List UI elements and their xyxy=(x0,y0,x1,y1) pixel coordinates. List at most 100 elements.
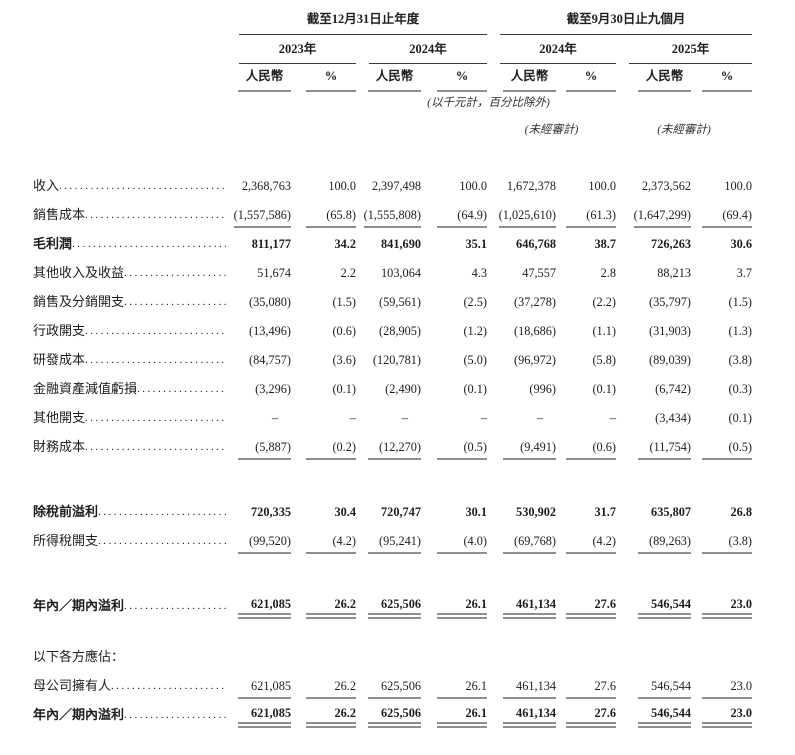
row-label: 研發成本 xyxy=(33,352,86,367)
value-cell: (0.6) xyxy=(332,324,356,338)
value-cell: 3.7 xyxy=(736,266,753,280)
dot-leader xyxy=(85,325,226,337)
value-cell: 47,557 xyxy=(522,266,557,280)
col-header-rmb: 人民幣 xyxy=(238,65,291,92)
row-revenue: 收入 2,368,763 100.0 2,397,498 100.0 1,672… xyxy=(33,170,752,199)
value-cell: 625,506 xyxy=(368,597,421,615)
value-cell: 720,747 xyxy=(381,505,421,519)
row-cost-of-sales: 銷售成本 (1,557,586) (65.8) (1,555,808) (64.… xyxy=(33,199,753,228)
year-header-2023: 2023年 xyxy=(239,38,356,64)
value-cell: (1.2) xyxy=(463,324,488,338)
unaudited-note-row: (未經審計) (未經審計) xyxy=(33,114,752,141)
value-cell: 646,768 xyxy=(516,237,557,251)
units-note: (以千元計，百分比除外) xyxy=(427,97,550,109)
value-cell: 621,085 xyxy=(238,597,291,615)
value-cell: 2,397,498 xyxy=(371,179,421,193)
value-cell: 100.0 xyxy=(328,179,356,193)
value-cell: 27.6 xyxy=(566,597,617,615)
dot-leader xyxy=(98,535,226,547)
value-cell: 26.1 xyxy=(437,597,488,615)
dot-leader xyxy=(85,209,226,221)
value-cell: (12,270) xyxy=(378,440,421,454)
row-selling-distribution-expenses: 銷售及分銷開支 (35,080) (1.5) (59,561) (2.5) (3… xyxy=(33,286,752,315)
value-cell: (4.2) xyxy=(332,534,356,548)
value-cell: 4.3 xyxy=(471,266,488,280)
value-cell: 625,506 xyxy=(381,679,421,693)
value-cell: (0.1) xyxy=(592,382,617,396)
value-cell: 23.0 xyxy=(730,679,753,693)
unaudited-note: (未經審計) xyxy=(657,124,711,136)
value-cell: 621,085 xyxy=(251,679,291,693)
value-cell: (69,768) xyxy=(514,534,557,548)
row-label: 所得稅開支 xyxy=(33,533,99,548)
value-cell: (0.5) xyxy=(463,440,488,454)
value-cell: 100.0 xyxy=(724,179,753,193)
value-cell: (84,757) xyxy=(248,353,291,367)
value-cell: (1,647,299) xyxy=(633,208,692,222)
value-cell: (120,781) xyxy=(372,353,421,367)
dot-leader xyxy=(124,267,226,279)
value-cell: (28,905) xyxy=(378,324,421,338)
value-cell: 530,902 xyxy=(516,505,557,519)
value-cell: (59,561) xyxy=(378,295,421,309)
row-owners-of-parent: 母公司擁有人 621,085 26.2 625,506 26.1 461,134… xyxy=(33,670,753,699)
row-label: 毛利潤 xyxy=(33,236,73,251)
value-cell: 23.0 xyxy=(702,597,753,615)
value-cell: (0.1) xyxy=(463,382,488,396)
row-rd-costs: 研發成本 (84,757) (3.6) (120,781) (5.0) (96,… xyxy=(33,344,752,373)
value-cell: (9,491) xyxy=(520,440,557,454)
value-cell: – xyxy=(536,411,544,425)
value-cell: 51,674 xyxy=(257,266,291,280)
value-cell: – xyxy=(271,411,278,425)
value-cell: 26.1 xyxy=(437,706,488,724)
value-cell: (65.8) xyxy=(326,208,356,222)
dot-leader xyxy=(85,354,226,366)
row-attributable-to-label: 以下各方應佔： xyxy=(33,640,752,670)
value-cell: (4.0) xyxy=(463,534,488,548)
value-cell: 88,213 xyxy=(657,266,692,280)
section-label: 以下各方應佔： xyxy=(33,649,125,664)
col-header-rmb: 人民幣 xyxy=(638,65,692,92)
units-note-row: (以千元計，百分比除外) xyxy=(33,92,752,114)
value-cell: 30.6 xyxy=(730,237,753,251)
value-cell: 726,263 xyxy=(651,237,692,251)
value-cell: 27.6 xyxy=(594,679,617,693)
value-cell: 2,368,763 xyxy=(241,179,291,193)
dot-leader xyxy=(85,412,226,424)
value-cell: (3.6) xyxy=(332,353,356,367)
value-cell: 635,807 xyxy=(651,505,692,519)
value-cell: (1.1) xyxy=(592,324,617,338)
row-label: 年內／期內溢利 xyxy=(33,707,125,722)
col-header-pct: % xyxy=(702,69,753,92)
value-cell: – xyxy=(401,411,408,425)
row-label: 財務成本 xyxy=(33,439,86,454)
value-cell: 621,085 xyxy=(238,706,291,724)
year-header-2025-9m: 2025年 xyxy=(629,38,753,64)
value-cell: (3.8) xyxy=(728,534,753,548)
value-cell: 34.2 xyxy=(334,237,356,251)
period-header-annual: 截至12月31日止年度 xyxy=(239,8,488,35)
value-cell: 26.2 xyxy=(334,679,356,693)
row-gross-profit: 毛利潤 811,177 34.2 841,690 35.1 646,768 38… xyxy=(33,228,752,257)
value-cell: 38.7 xyxy=(594,237,617,251)
dot-leader xyxy=(59,180,226,192)
value-cell: (2.5) xyxy=(463,295,488,309)
row-profit-before-tax: 除稅前溢利 720,335 30.4 720,747 30.1 530,902 … xyxy=(33,496,752,525)
row-label: 其他收入及收益 xyxy=(33,265,125,280)
value-cell: (0.6) xyxy=(592,440,617,454)
dot-leader xyxy=(124,600,226,612)
value-cell: (31,903) xyxy=(649,324,692,338)
value-cell: 546,544 xyxy=(651,679,692,693)
unaudited-note: (未經審計) xyxy=(524,124,579,136)
value-cell: (3,434) xyxy=(655,411,692,425)
value-cell: (3.8) xyxy=(728,353,753,367)
value-cell: (64.9) xyxy=(457,208,488,222)
row-label: 金融資產減值虧損 xyxy=(33,381,138,396)
value-cell: (0.5) xyxy=(728,440,753,454)
value-cell: (0.1) xyxy=(332,382,356,396)
value-cell: (1,557,586) xyxy=(233,208,291,222)
value-cell: 35.1 xyxy=(465,237,488,251)
row-other-income-and-gains: 其他收入及收益 51,674 2.2 103,064 4.3 47,557 2.… xyxy=(33,257,752,286)
value-cell: (2,490) xyxy=(385,382,421,396)
value-cell: (1.5) xyxy=(332,295,356,309)
